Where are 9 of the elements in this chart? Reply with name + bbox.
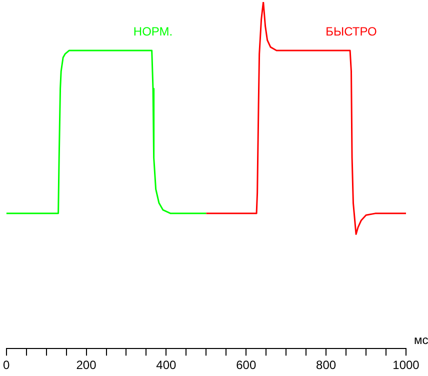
x-tick-label: 800 [316,358,336,372]
series-label: НОРМ. [133,24,173,38]
x-tick-label: 600 [236,358,256,372]
x-tick-label: 1000 [392,358,420,372]
x-tick-label: 400 [156,358,177,372]
x-tick-label: 0 [2,358,10,372]
series-label: БЫСТРО [326,24,377,38]
x-tick-label: 200 [76,358,97,372]
x-axis-title: мс [414,332,428,347]
